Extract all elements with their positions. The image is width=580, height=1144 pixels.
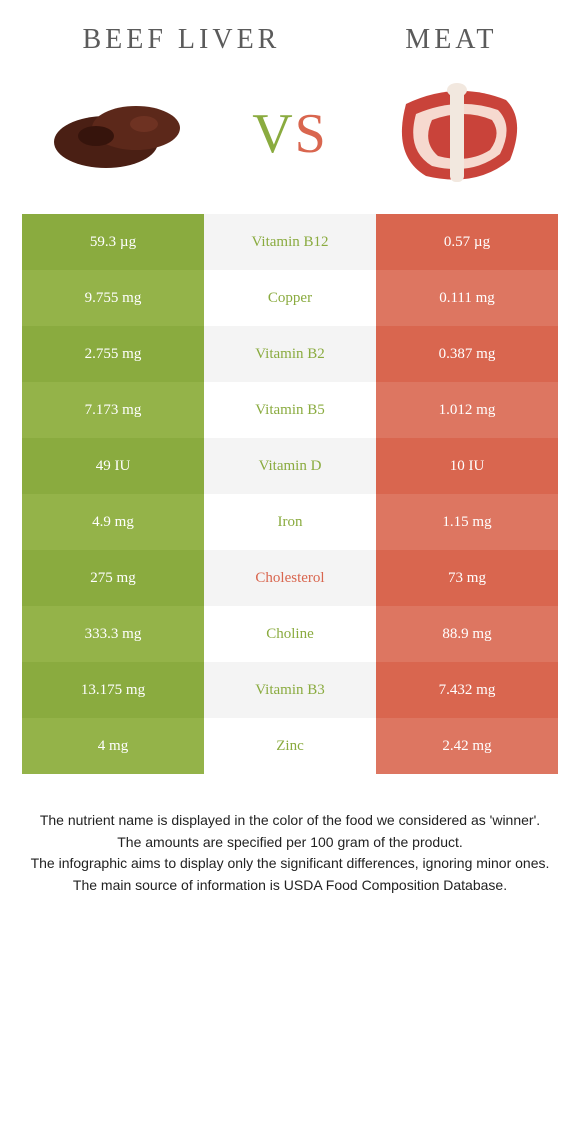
table-row: 59.3 µgVitamin B120.57 µg bbox=[22, 214, 558, 270]
value-left: 4 mg bbox=[22, 718, 204, 774]
footnote: The nutrient name is displayed in the co… bbox=[30, 810, 550, 897]
value-right: 88.9 mg bbox=[376, 606, 558, 662]
vs-s: S bbox=[295, 103, 328, 165]
vs-row: VS bbox=[0, 66, 580, 214]
value-left: 13.175 mg bbox=[22, 662, 204, 718]
value-left: 59.3 µg bbox=[22, 214, 204, 270]
value-right: 0.111 mg bbox=[376, 270, 558, 326]
footnote-line: The amounts are specified per 100 gram o… bbox=[30, 832, 550, 854]
vs-v: V bbox=[252, 103, 294, 165]
table-row: 49 IUVitamin D10 IU bbox=[22, 438, 558, 494]
value-left: 4.9 mg bbox=[22, 494, 204, 550]
table-row: 13.175 mgVitamin B37.432 mg bbox=[22, 662, 558, 718]
table-row: 7.173 mgVitamin B51.012 mg bbox=[22, 382, 558, 438]
value-right: 0.387 mg bbox=[376, 326, 558, 382]
footnote-line: The infographic aims to display only the… bbox=[30, 853, 550, 875]
value-left: 49 IU bbox=[22, 438, 204, 494]
value-left: 275 mg bbox=[22, 550, 204, 606]
footnote-line: The main source of information is USDA F… bbox=[30, 875, 550, 897]
table-row: 275 mgCholesterol73 mg bbox=[22, 550, 558, 606]
table-row: 9.755 mgCopper0.111 mg bbox=[22, 270, 558, 326]
value-right: 1.15 mg bbox=[376, 494, 558, 550]
vs-label: VS bbox=[252, 102, 328, 166]
nutrient-table: 59.3 µgVitamin B120.57 µg9.755 mgCopper0… bbox=[22, 214, 558, 774]
meat-image bbox=[376, 74, 536, 194]
value-right: 1.012 mg bbox=[376, 382, 558, 438]
value-left: 2.755 mg bbox=[22, 326, 204, 382]
footnote-line: The nutrient name is displayed in the co… bbox=[30, 810, 550, 832]
table-row: 2.755 mgVitamin B20.387 mg bbox=[22, 326, 558, 382]
title-left: Beef Liver bbox=[82, 24, 280, 56]
nutrient-name: Cholesterol bbox=[204, 550, 376, 606]
nutrient-name: Vitamin B5 bbox=[204, 382, 376, 438]
table-row: 4 mgZinc2.42 mg bbox=[22, 718, 558, 774]
value-right: 73 mg bbox=[376, 550, 558, 606]
nutrient-name: Iron bbox=[204, 494, 376, 550]
liver-image bbox=[44, 74, 204, 194]
value-right: 2.42 mg bbox=[376, 718, 558, 774]
value-right: 7.432 mg bbox=[376, 662, 558, 718]
nutrient-name: Vitamin B3 bbox=[204, 662, 376, 718]
table-row: 333.3 mgCholine88.9 mg bbox=[22, 606, 558, 662]
nutrient-name: Choline bbox=[204, 606, 376, 662]
value-right: 0.57 µg bbox=[376, 214, 558, 270]
value-left: 7.173 mg bbox=[22, 382, 204, 438]
table-row: 4.9 mgIron1.15 mg bbox=[22, 494, 558, 550]
title-right: Meat bbox=[405, 24, 497, 56]
nutrient-name: Copper bbox=[204, 270, 376, 326]
nutrient-name: Vitamin D bbox=[204, 438, 376, 494]
nutrient-name: Vitamin B2 bbox=[204, 326, 376, 382]
value-left: 333.3 mg bbox=[22, 606, 204, 662]
header: Beef Liver Meat bbox=[0, 0, 580, 66]
value-left: 9.755 mg bbox=[22, 270, 204, 326]
nutrient-name: Vitamin B12 bbox=[204, 214, 376, 270]
nutrient-name: Zinc bbox=[204, 718, 376, 774]
value-right: 10 IU bbox=[376, 438, 558, 494]
